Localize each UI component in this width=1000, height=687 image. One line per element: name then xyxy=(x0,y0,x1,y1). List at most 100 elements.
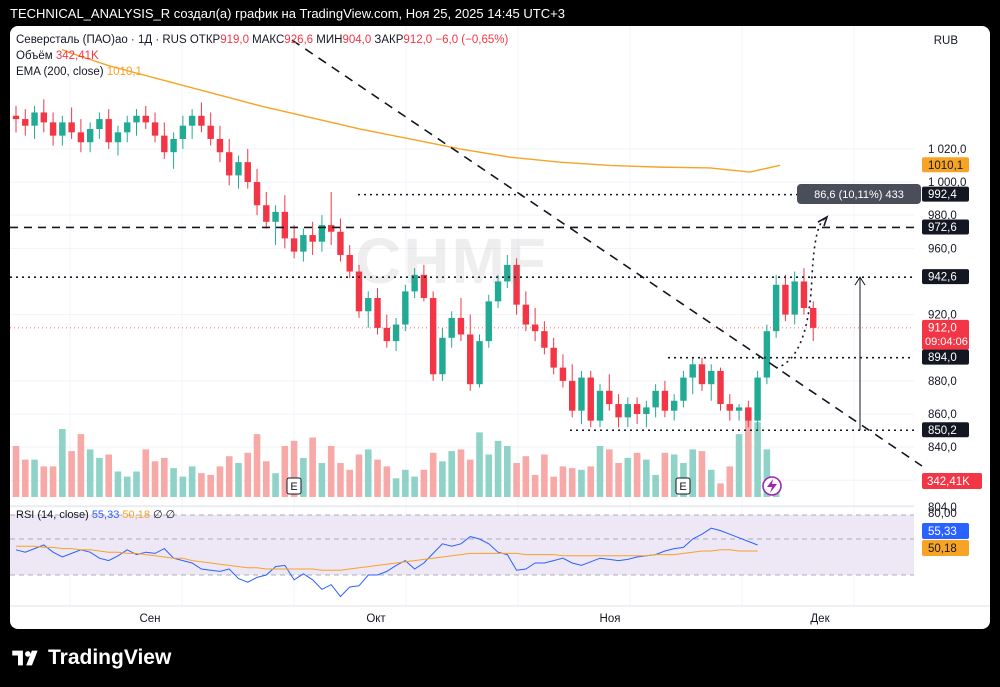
flash-alert-icon-bolt xyxy=(767,479,777,493)
candle-body xyxy=(263,205,270,222)
volume-bar xyxy=(392,478,400,497)
measure-arrow-head xyxy=(854,276,866,286)
candle xyxy=(383,314,390,348)
candle-body xyxy=(133,115,140,123)
price-label-text: 894,0 xyxy=(928,352,957,364)
currency-label[interactable]: RUB xyxy=(933,35,958,47)
candle-body xyxy=(31,112,38,126)
legend-high-value: 926,6 xyxy=(284,34,314,46)
volume-bar xyxy=(244,452,252,497)
volume-bar xyxy=(717,483,724,497)
tradingview-logo: TradingView xyxy=(12,646,171,670)
volume-bar xyxy=(151,461,159,497)
price-label-text: 850,2 xyxy=(928,425,957,437)
candle xyxy=(652,384,659,418)
legend-volume-value: 342,41K xyxy=(55,50,99,62)
candle xyxy=(661,380,669,418)
candle-body xyxy=(411,274,418,292)
candle-body xyxy=(365,298,372,312)
volume-bar xyxy=(272,473,279,497)
legend-ohlc[interactable]: Северсталь (ПАО)ао · 1Д · RUS ОТКР919,0 … xyxy=(16,34,508,46)
candle-body xyxy=(188,115,196,126)
volume-bar xyxy=(225,456,233,497)
candle xyxy=(114,125,122,156)
candle-body xyxy=(77,132,85,143)
time-axis[interactable]: Сен Окт Ноя Дек xyxy=(139,613,830,625)
ema-200-line xyxy=(61,48,781,173)
candle-body xyxy=(531,324,539,332)
candle xyxy=(290,225,298,259)
candle-body xyxy=(698,364,706,385)
candle-body xyxy=(624,404,632,418)
time-axis-label: Окт xyxy=(366,613,386,625)
volume-bar xyxy=(568,468,576,497)
volume-bar xyxy=(541,454,548,497)
volume-bar xyxy=(531,474,539,497)
volume-bar xyxy=(633,452,641,497)
legend-rsi[interactable]: RSI (14, close) 55,33 50,18 ∅ ∅ xyxy=(16,508,175,521)
volume-bar xyxy=(429,452,437,497)
candle-body xyxy=(216,138,224,153)
candle-body xyxy=(810,307,817,328)
candle-body xyxy=(680,377,687,401)
candle-body xyxy=(643,407,650,415)
volume-bar xyxy=(179,476,187,497)
flash-alert-icon xyxy=(762,476,782,496)
candle xyxy=(327,191,335,246)
candle-body xyxy=(689,364,696,378)
candle xyxy=(596,384,604,428)
volume-bar xyxy=(216,466,224,497)
volume-bar xyxy=(698,451,706,497)
rsi-value-label-text: 55,33 xyxy=(928,526,957,538)
symbol-watermark: CHMF xyxy=(355,225,548,297)
price-label-box xyxy=(922,219,969,235)
chart-author-header: TECHNICAL_ANALYSIS_R создал(а) график на… xyxy=(10,6,565,21)
volume-bar xyxy=(355,454,363,497)
candle xyxy=(355,264,363,318)
candle-body xyxy=(105,119,112,143)
candle xyxy=(411,268,418,299)
volume-bar xyxy=(689,449,697,497)
price-axis-tick: 920,0 xyxy=(928,310,957,322)
legend-close-label: ЗАКР xyxy=(374,34,404,46)
candle-body xyxy=(290,238,298,252)
volume-bar xyxy=(578,469,585,497)
candle-body xyxy=(272,211,279,222)
volume-bar xyxy=(466,459,474,497)
price-label: 850,2 xyxy=(922,422,969,438)
candle xyxy=(420,264,428,302)
price-label: 992,4 xyxy=(922,186,969,202)
price-label-text: 942,6 xyxy=(928,272,957,284)
legend-volume[interactable]: Объём 342,41K xyxy=(16,50,99,62)
legend-ema[interactable]: EMA (200, close) 1010,1 xyxy=(16,66,142,78)
candle xyxy=(670,394,678,421)
candle xyxy=(226,138,233,186)
volume-bar xyxy=(207,474,214,497)
volume-bar xyxy=(643,459,650,497)
candle-body xyxy=(569,380,576,411)
time-axis-label: Ноя xyxy=(600,613,621,625)
candle xyxy=(40,99,48,133)
drawings[interactable]: 86,6 (10,11%) 433 xyxy=(10,39,923,467)
legend-low-value: 904,0 xyxy=(342,34,372,46)
volume-bar xyxy=(420,469,428,497)
candle xyxy=(309,221,316,255)
price-label-text: 972,6 xyxy=(928,222,957,234)
legend-symbol[interactable]: Северсталь (ПАО)ао · 1Д · RUS xyxy=(16,34,187,46)
countdown-text: 09:04:06 xyxy=(925,336,968,348)
candle xyxy=(263,191,270,229)
volume-bar xyxy=(123,476,131,497)
candle-body xyxy=(355,271,363,312)
candle xyxy=(300,228,307,262)
volume-bar xyxy=(40,466,48,497)
rsi-ma-label-text: 50,18 xyxy=(928,543,957,555)
rsi-value-label: 55,33 xyxy=(922,523,969,539)
candle xyxy=(698,357,706,391)
candle xyxy=(541,321,548,355)
price-label: 894,0 xyxy=(922,349,969,365)
volume-bar xyxy=(188,466,196,497)
price-label-box xyxy=(922,319,969,350)
earnings-marker: E xyxy=(286,477,302,495)
